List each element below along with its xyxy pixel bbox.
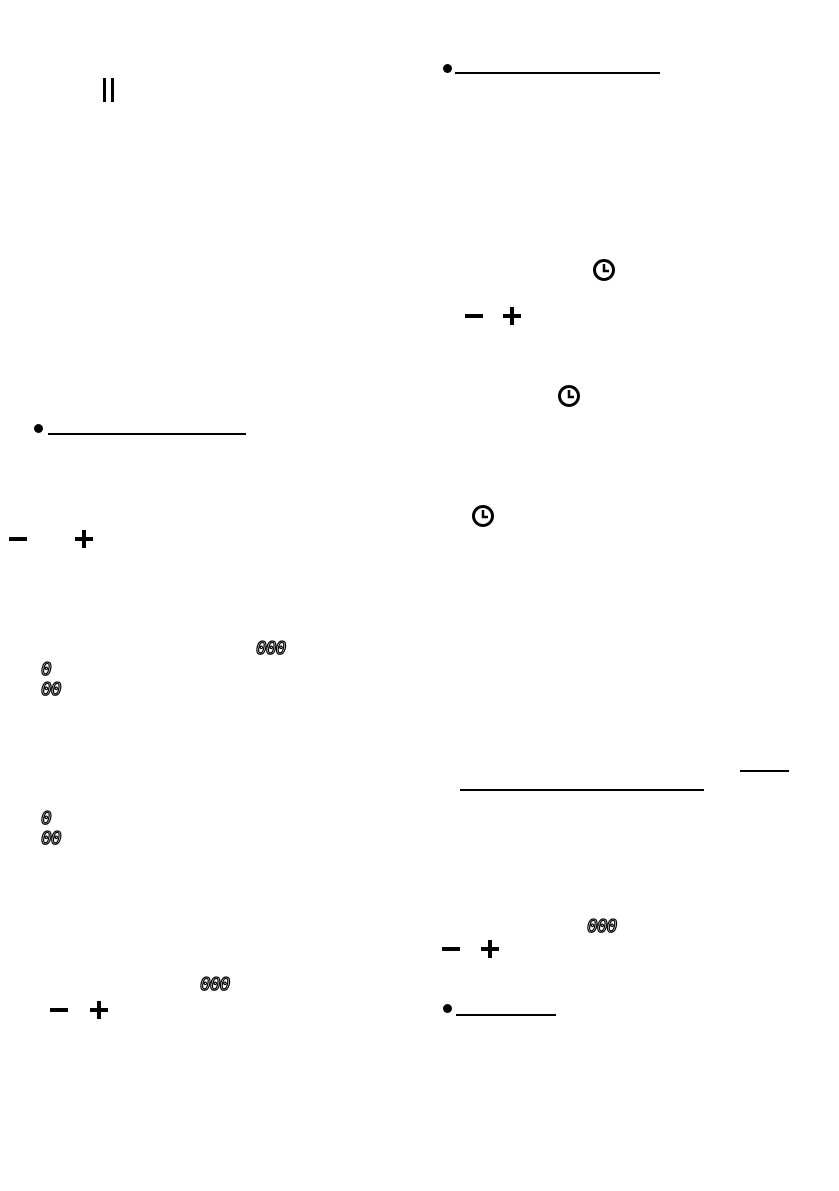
display-digits: 000 (255, 638, 287, 659)
clock-icon (558, 385, 580, 407)
clock-icon (593, 259, 615, 281)
display-digits: 000 (199, 974, 231, 995)
plus-icon (75, 530, 93, 548)
heading-underline (456, 1014, 556, 1016)
display-digits: 000 (586, 916, 618, 937)
display-digits: 0 (40, 659, 52, 680)
bullet (34, 424, 43, 433)
plus-icon (90, 1001, 108, 1019)
heading-underline (455, 72, 660, 74)
bullet (443, 1004, 452, 1013)
plus-icon (503, 307, 521, 325)
underline (460, 789, 704, 791)
bullet (443, 64, 452, 73)
clock-icon (472, 505, 494, 527)
display-digits: 00 (40, 828, 62, 849)
minus-icon (465, 314, 483, 318)
minus-icon (442, 947, 460, 951)
display-digits: 0 (40, 808, 52, 829)
display-digits: 00 (40, 679, 62, 700)
pause-icon (100, 78, 118, 102)
plus-icon (481, 940, 499, 958)
minus-icon (9, 537, 27, 541)
underline (740, 770, 789, 772)
minus-icon (50, 1008, 68, 1012)
heading-underline (48, 433, 246, 435)
